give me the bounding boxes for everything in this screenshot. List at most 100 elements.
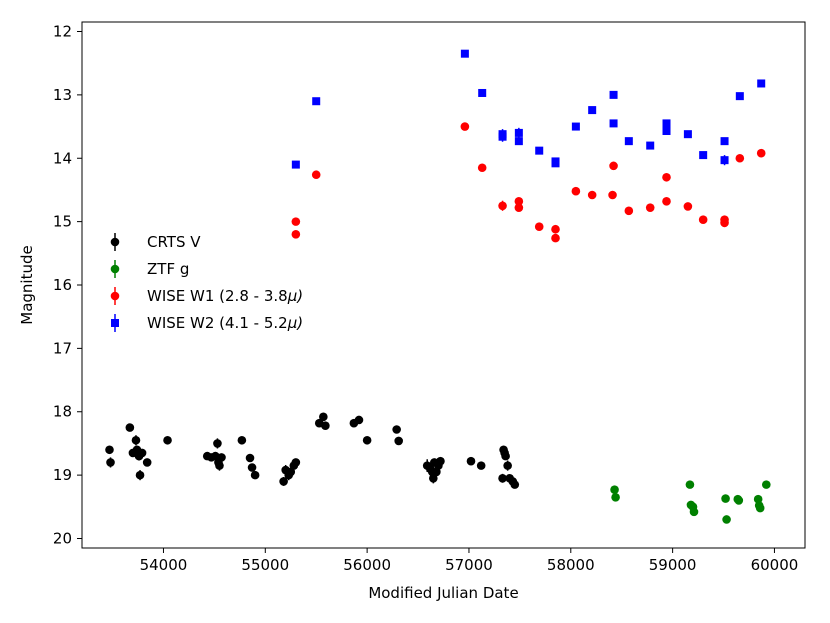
data-point <box>735 153 745 163</box>
legend-marker <box>110 237 120 247</box>
data-point <box>106 458 115 467</box>
data-point <box>762 480 771 489</box>
data-point <box>105 445 114 455</box>
series-2 <box>291 122 766 243</box>
data-point <box>478 88 487 97</box>
series-0 <box>105 412 520 489</box>
data-point <box>646 141 655 150</box>
data-point <box>125 423 135 432</box>
y-axis: 12 13 14 15 16 17 18 19 20 <box>53 23 82 547</box>
data-point <box>250 470 260 480</box>
legend-label: ZTF g <box>147 260 189 278</box>
data-point <box>514 128 523 137</box>
data-point <box>609 119 618 128</box>
data-point <box>608 190 617 200</box>
y-tick-label: 13 <box>53 86 72 104</box>
data-point <box>163 435 172 445</box>
data-point <box>392 425 401 434</box>
data-point <box>394 436 403 446</box>
data-point <box>755 503 765 513</box>
data-point <box>135 470 145 480</box>
data-point <box>291 458 301 467</box>
data-point <box>609 90 618 99</box>
data-point <box>498 132 507 141</box>
x-tick-label: 56000 <box>343 556 391 574</box>
data-point <box>477 163 487 173</box>
data-point <box>514 137 523 146</box>
data-point <box>722 515 731 524</box>
data-point <box>291 230 301 239</box>
data-point <box>683 130 692 139</box>
data-point <box>571 186 581 196</box>
x-tick-label: 57000 <box>445 556 493 574</box>
data-point <box>436 456 445 466</box>
series-1 <box>610 480 771 524</box>
data-point <box>588 106 597 115</box>
x-tick-label: 60000 <box>751 556 799 574</box>
series-3 <box>291 49 766 169</box>
data-point <box>142 458 152 467</box>
legend-label: WISE W2 (4.1 - 5.2μ) <box>147 314 303 332</box>
data-point <box>501 451 510 461</box>
data-point <box>757 79 766 88</box>
legend-marker <box>110 264 120 274</box>
data-point <box>291 217 301 226</box>
data-point <box>611 493 620 502</box>
data-point <box>609 161 618 171</box>
data-point <box>721 494 730 503</box>
data-point <box>217 453 226 462</box>
y-tick-label: 17 <box>53 339 72 357</box>
legend-label: CRTS V <box>147 233 201 251</box>
x-tick-label: 58000 <box>547 556 595 574</box>
data-point <box>551 159 560 168</box>
data-point <box>551 224 560 234</box>
data-point <box>460 49 469 58</box>
y-tick-label: 15 <box>53 213 72 231</box>
data-point <box>237 435 247 445</box>
data-point <box>291 160 300 169</box>
data-point <box>319 412 328 422</box>
y-tick-label: 18 <box>53 403 72 421</box>
data-layer <box>105 49 771 524</box>
data-point <box>753 494 763 504</box>
data-point <box>735 92 744 101</box>
data-point <box>610 485 619 494</box>
y-tick-label: 12 <box>53 23 72 41</box>
data-point <box>662 127 671 136</box>
data-point <box>662 172 671 182</box>
data-point <box>683 202 693 211</box>
x-tick-label: 55000 <box>241 556 289 574</box>
plot-frame <box>81 21 806 549</box>
data-point <box>514 197 524 206</box>
data-point <box>551 233 560 243</box>
data-point <box>699 151 708 160</box>
x-tick-label: 59000 <box>649 556 697 574</box>
y-tick-label: 14 <box>53 149 72 167</box>
data-point <box>510 480 520 489</box>
data-point <box>685 480 695 489</box>
data-point <box>131 435 141 445</box>
legend-label-unit: μ) <box>287 314 303 332</box>
data-point <box>213 439 222 448</box>
data-point <box>460 122 470 131</box>
y-tick-label: 20 <box>53 529 72 547</box>
data-point <box>756 148 766 158</box>
x-axis: 54000 55000 56000 57000 58000 59000 60000 <box>140 548 799 574</box>
data-point <box>734 496 744 505</box>
data-point <box>503 461 512 470</box>
data-point <box>247 463 257 472</box>
legend-label-main: ZTF g <box>147 260 189 278</box>
y-axis-label: Magnitude <box>18 245 36 324</box>
data-point <box>624 137 633 146</box>
data-point <box>571 122 580 131</box>
data-point <box>720 137 729 146</box>
legend-marker <box>110 291 120 301</box>
data-point <box>689 507 699 517</box>
data-point <box>662 119 671 128</box>
data-point <box>311 170 321 180</box>
data-point <box>279 477 288 486</box>
data-point <box>498 473 507 483</box>
data-point <box>245 453 255 463</box>
